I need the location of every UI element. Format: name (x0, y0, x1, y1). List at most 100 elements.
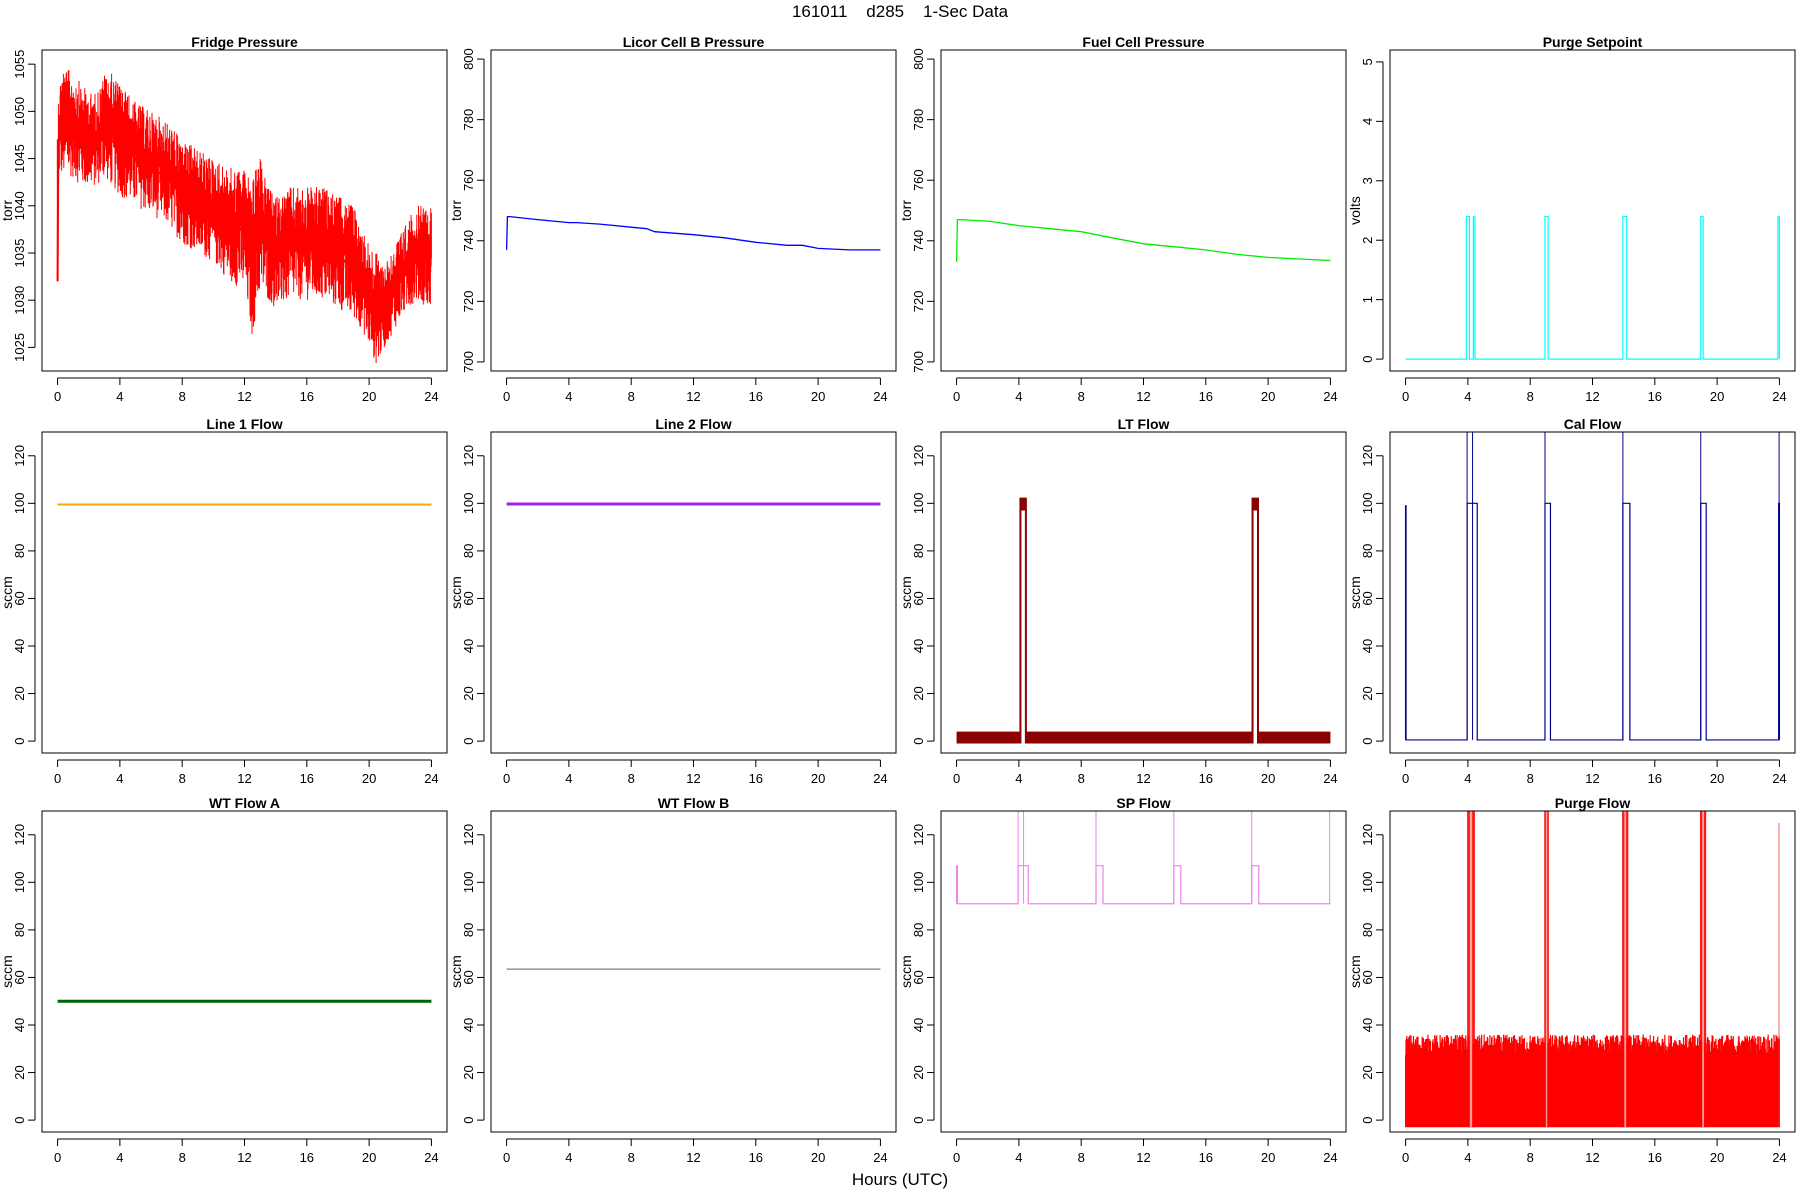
data-pulse-gap (1624, 811, 1627, 1128)
y-tick-label: 80 (461, 923, 476, 937)
data-pulse-cap (1020, 498, 1026, 511)
y-tick-label: 20 (911, 1065, 926, 1079)
x-tick-label: 16 (1648, 1150, 1662, 1165)
panel-cal-flow: Cal Flow sccm 0 4 8 12 16 20 24 0 20 40 60 80 100 120 (1347, 416, 1796, 786)
panel-title: Line 2 Flow (655, 416, 731, 432)
data-line (955, 218, 1331, 263)
x-tick-label: 16 (749, 389, 763, 404)
x-axis-label: Hours (UTC) (851, 1170, 949, 1189)
y-tick-label: 1025 (12, 333, 27, 362)
y-tick-label: 720 (461, 290, 476, 312)
x-tick-label: 8 (1527, 771, 1534, 786)
y-tick-label: 60 (12, 970, 27, 984)
y-tick-label: 120 (461, 824, 476, 846)
y-tick-label: 4 (1360, 118, 1375, 125)
y-axis-label: volts (1347, 196, 1363, 225)
x-tick-label: 16 (300, 1150, 314, 1165)
plot-frame (1389, 810, 1796, 1133)
x-tick-label: 20 (1710, 1150, 1724, 1165)
y-tick-label: 740 (911, 230, 926, 252)
y-tick-label: 100 (461, 492, 476, 514)
y-tick-label: 1040 (12, 191, 27, 220)
y-tick-label: 3 (1360, 177, 1375, 184)
x-tick-label: 16 (1199, 1150, 1213, 1165)
x-tick-label: 8 (1078, 771, 1085, 786)
y-tick-label: 120 (461, 445, 476, 467)
y-tick-label: 2 (1360, 237, 1375, 244)
x-tick-label: 12 (1136, 389, 1150, 404)
x-tick-label: 24 (1323, 389, 1337, 404)
x-tick-label: 16 (1199, 389, 1213, 404)
x-tick-label: 16 (749, 771, 763, 786)
data-gap (1020, 498, 1026, 744)
x-tick-label: 4 (1015, 771, 1022, 786)
x-tick-label: 0 (54, 389, 61, 404)
x-tick-label: 20 (362, 771, 376, 786)
data-gap (1252, 498, 1258, 744)
data-line (955, 865, 1331, 905)
y-tick-label: 0 (1360, 355, 1375, 362)
y-tick-label: 60 (911, 970, 926, 984)
y-tick-label: 0 (911, 737, 926, 744)
plot-area (56, 70, 432, 363)
x-tick-label: 0 (503, 771, 510, 786)
x-tick-label: 4 (1464, 389, 1471, 404)
plot-frame (940, 49, 1347, 372)
y-tick-label: 40 (911, 1018, 926, 1032)
y-tick-label: 20 (911, 686, 926, 700)
y-tick-label: 60 (12, 591, 27, 605)
plot-frame (490, 431, 897, 754)
y-tick-label: 1055 (12, 50, 27, 79)
x-tick-label: 16 (300, 771, 314, 786)
panel-wt-flow-b: WT Flow B sccm 0 4 8 12 16 20 24 0 20 40 60 80 100 120 (448, 795, 897, 1165)
y-tick-label: 80 (461, 544, 476, 558)
y-tick-label: 60 (1360, 591, 1375, 605)
x-tick-label: 0 (1402, 1150, 1409, 1165)
panel-line-2-flow: Line 2 Flow sccm 0 4 8 12 16 20 24 0 20 40 60 80 100 12… (448, 416, 897, 786)
y-tick-label: 700 (911, 351, 926, 373)
x-tick-label: 4 (116, 389, 123, 404)
plot-area (1405, 215, 1781, 360)
panel-title: Purge Flow (1555, 795, 1631, 811)
x-tick-label: 0 (54, 1150, 61, 1165)
x-tick-label: 24 (873, 1150, 887, 1165)
plot-frame (490, 810, 897, 1133)
y-tick-label: 100 (461, 871, 476, 893)
x-tick-label: 24 (1772, 389, 1786, 404)
x-tick-label: 8 (1527, 389, 1534, 404)
y-tick-label: 60 (911, 591, 926, 605)
x-tick-label: 4 (1015, 389, 1022, 404)
y-tick-label: 800 (461, 48, 476, 70)
x-tick-label: 4 (1015, 1150, 1022, 1165)
y-tick-label: 0 (1360, 1116, 1375, 1123)
x-tick-label: 12 (686, 1150, 700, 1165)
y-tick-label: 780 (461, 109, 476, 131)
y-tick-label: 120 (1360, 824, 1375, 846)
x-tick-label: 20 (811, 771, 825, 786)
x-tick-label: 8 (628, 1150, 635, 1165)
y-axis-label: torr (448, 200, 464, 221)
x-tick-label: 16 (1648, 771, 1662, 786)
y-tick-label: 20 (1360, 1065, 1375, 1079)
plot-frame (41, 49, 448, 372)
plot-frame (1389, 49, 1796, 372)
page-title: 161011 d285 1-Sec Data (791, 2, 1009, 21)
y-tick-label: 80 (1360, 923, 1375, 937)
x-tick-label: 24 (424, 771, 438, 786)
data-pulse-cap (1252, 498, 1258, 511)
x-tick-label: 12 (1136, 1150, 1150, 1165)
y-tick-label: 1 (1360, 296, 1375, 303)
data-line (56, 118, 432, 312)
y-tick-label: 40 (12, 639, 27, 653)
y-axis-label: sccm (1347, 955, 1363, 988)
data-pulse-gap (1702, 811, 1705, 1128)
y-tick-label: 1045 (12, 144, 27, 173)
y-tick-label: 80 (911, 544, 926, 558)
y-tick-label: 0 (911, 1116, 926, 1123)
x-tick-label: 20 (1261, 1150, 1275, 1165)
plot-area (1404, 432, 1781, 741)
plot-area (956, 497, 1331, 744)
panel-title: LT Flow (1118, 416, 1170, 432)
plot-area (1405, 811, 1780, 1128)
